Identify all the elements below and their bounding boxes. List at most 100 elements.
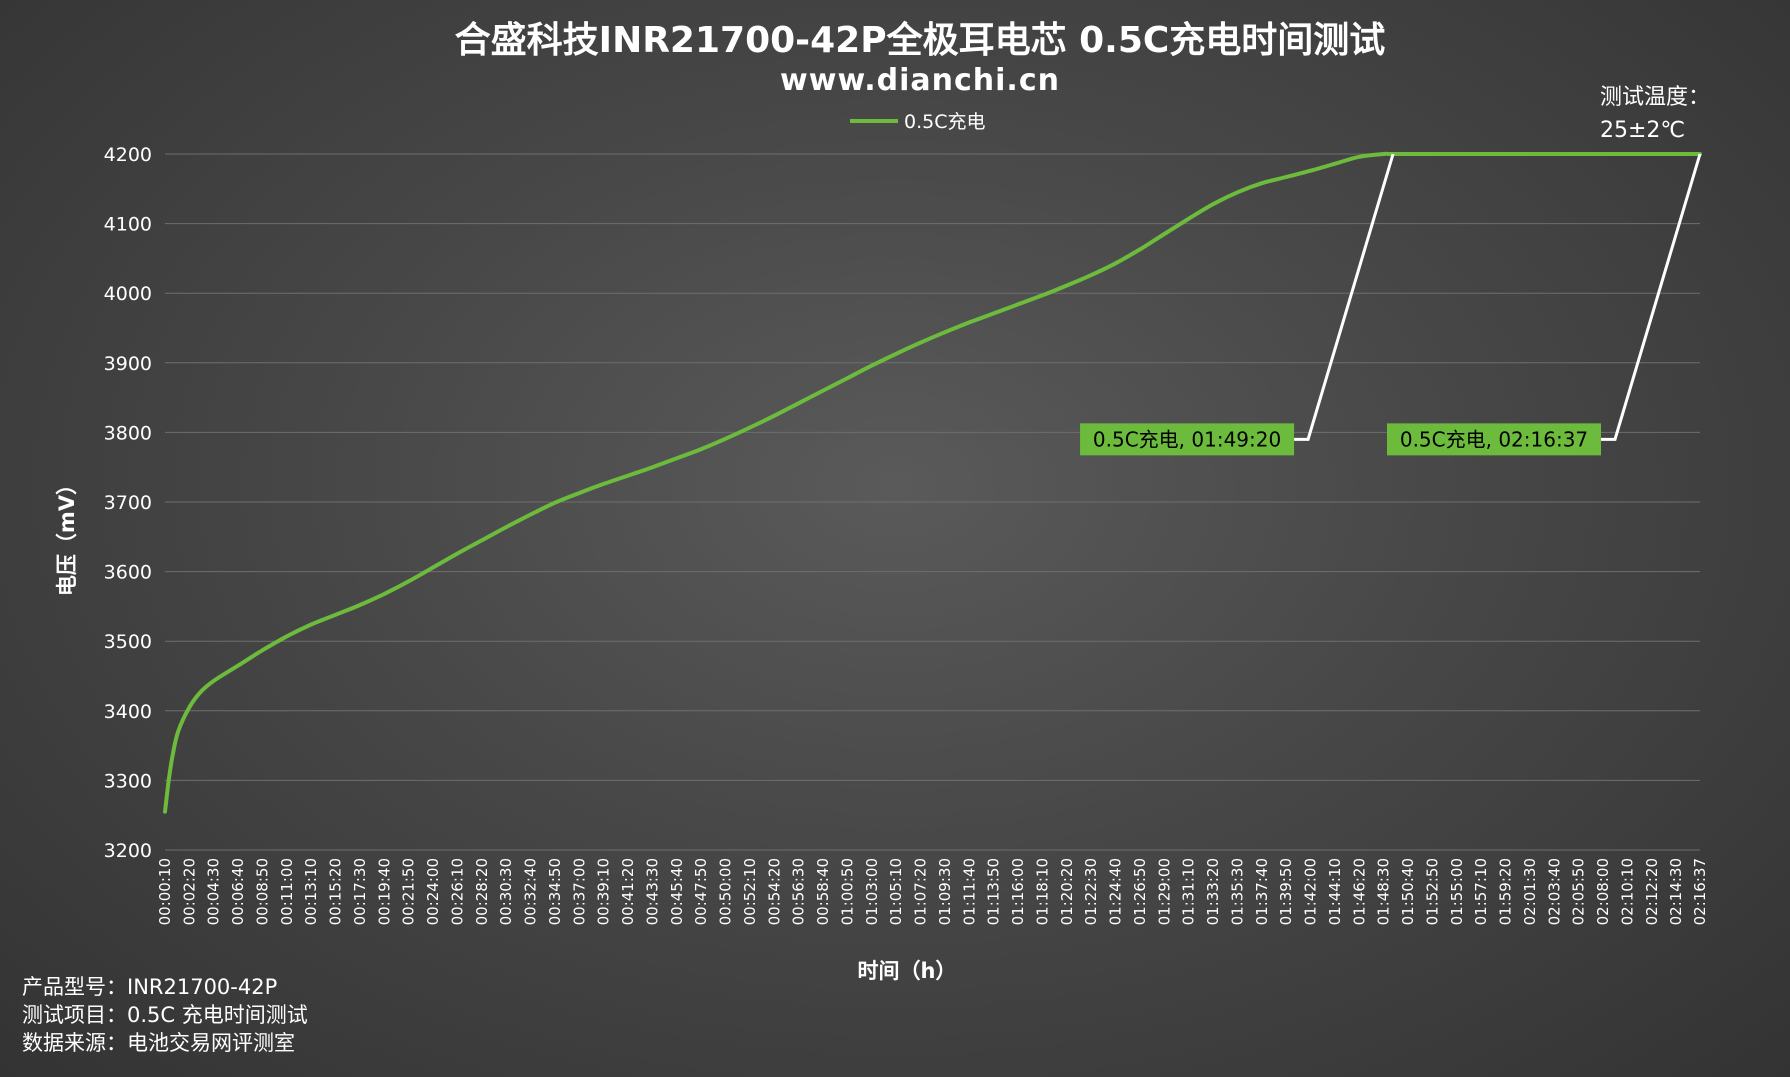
x-tick-label: 01:35:30	[1228, 858, 1246, 925]
y-tick-label: 3300	[104, 770, 152, 792]
annotation-box	[1387, 423, 1601, 456]
x-tick-label: 01:24:40	[1107, 858, 1125, 925]
footer-test-item: 测试项目：0.5C 充电时间测试	[22, 1003, 308, 1027]
x-tick-label: 00:11:00	[278, 858, 296, 925]
x-tick-label: 00:15:20	[327, 858, 345, 925]
x-tick-label: 02:16:37	[1691, 858, 1709, 925]
x-tick-label: 01:20:20	[1058, 858, 1076, 925]
annotation-box	[1080, 423, 1295, 456]
x-tick-label: 01:26:50	[1131, 858, 1149, 925]
x-tick-label: 00:04:30	[205, 858, 223, 925]
x-tick-label: 00:47:50	[692, 858, 710, 925]
x-tick-label: 01:39:50	[1277, 858, 1295, 925]
footer-info: 产品型号：INR21700-42P 测试项目：0.5C 充电时间测试 数据来源：…	[22, 973, 308, 1057]
y-tick-label: 4200	[104, 144, 152, 166]
chart-subtitle: www.dianchi.cn	[780, 63, 1060, 98]
x-tick-label: 01:52:50	[1423, 858, 1441, 925]
annotations-layer: 0.5C充电, 01:49:20 0.5C充电, 02:16:37	[1080, 153, 1702, 456]
x-tick-label: 01:22:30	[1082, 858, 1100, 925]
annotation-label: 0.5C充电, 02:16:37	[1400, 427, 1588, 451]
series-line	[163, 151, 1702, 814]
x-tick-label: 00:21:50	[400, 858, 418, 925]
x-tick-label: 00:30:30	[497, 858, 515, 925]
x-tick-label: 01:59:20	[1497, 858, 1515, 925]
chart-title: 合盛科技INR21700-42P全极耳电芯 0.5C充电时间测试	[455, 19, 1386, 61]
x-tick-label: 01:46:20	[1350, 858, 1368, 925]
x-tick-label: 01:11:40	[960, 858, 978, 925]
x-tick-label: 00:54:20	[765, 858, 783, 925]
series-layer	[163, 151, 1702, 814]
x-tick-label: 01:09:30	[936, 858, 954, 925]
y-tick-label: 3400	[104, 701, 152, 723]
x-tick-label: 01:48:30	[1375, 858, 1393, 925]
x-tick-label: 01:00:50	[838, 858, 856, 925]
y-axis-ticks: 3200 3300 3400 3500 3600 3700 3800 3900 4000 4100…	[104, 144, 152, 862]
x-tick-label: 02:10:10	[1618, 858, 1636, 925]
legend-label: 0.5C充电	[904, 111, 985, 133]
x-axis-ticks: 00:00:10 00:02:20 00:04:30 00:06:40 00:08:50…	[156, 858, 1709, 925]
y-tick-label: 3500	[104, 631, 152, 653]
y-tick-label: 3600	[104, 562, 152, 584]
y-tick-label: 4100	[104, 214, 152, 236]
y-tick-label: 3900	[104, 353, 152, 375]
x-tick-label: 00:06:40	[229, 858, 247, 925]
footer-source: 数据来源：电池交易网评测室	[22, 1031, 295, 1055]
x-tick-label: 01:55:00	[1448, 858, 1466, 925]
x-tick-label: 00:43:30	[643, 858, 661, 925]
x-tick-label: 01:50:40	[1399, 858, 1417, 925]
note-line-1: 测试温度：	[1600, 85, 1710, 110]
y-tick-label: 3800	[104, 422, 152, 444]
x-tick-label: 00:17:30	[351, 858, 369, 925]
x-tick-label: 02:08:00	[1594, 858, 1612, 925]
x-tick-label: 01:37:40	[1253, 858, 1271, 925]
x-tick-label: 00:45:40	[668, 858, 686, 925]
x-tick-label: 00:37:00	[570, 858, 588, 925]
x-tick-label: 00:32:40	[522, 858, 540, 925]
x-tick-label: 01:16:00	[1009, 858, 1027, 925]
x-tick-label: 01:05:10	[887, 858, 905, 925]
annotation-label: 0.5C充电, 01:49:20	[1093, 427, 1281, 451]
y-tick-label: 4000	[104, 283, 152, 305]
note-line-2: 25±2℃	[1600, 118, 1685, 143]
x-tick-label: 00:00:10	[156, 858, 174, 925]
x-tick-label: 02:01:30	[1521, 858, 1539, 925]
x-tick-label: 00:08:50	[253, 858, 271, 925]
x-tick-label: 00:34:50	[546, 858, 564, 925]
x-tick-label: 02:05:50	[1570, 858, 1588, 925]
x-tick-label: 00:24:00	[424, 858, 442, 925]
x-tick-label: 00:26:10	[448, 858, 466, 925]
footer-product: 产品型号：INR21700-42P	[22, 975, 278, 999]
x-tick-label: 00:52:10	[741, 858, 759, 925]
y-tick-label: 3700	[104, 492, 152, 514]
x-tick-label: 02:14:30	[1667, 858, 1685, 925]
x-tick-label: 01:44:10	[1326, 858, 1344, 925]
y-axis-label: 电压（mV）	[55, 474, 79, 596]
x-tick-label: 00:19:40	[375, 858, 393, 925]
x-axis-label: 时间（h）	[858, 959, 957, 983]
annotation-leader	[1601, 153, 1702, 441]
x-tick-label: 00:50:00	[717, 858, 735, 925]
x-tick-label: 00:02:20	[180, 858, 198, 925]
x-tick-label: 02:12:20	[1643, 858, 1661, 925]
y-tick-label: 3200	[104, 840, 152, 862]
x-tick-label: 01:18:10	[1033, 858, 1051, 925]
x-tick-label: 01:07:20	[912, 858, 930, 925]
grid-lines	[165, 153, 1700, 851]
annotation-leader	[1294, 153, 1395, 441]
x-tick-label: 00:58:40	[814, 858, 832, 925]
x-tick-label: 01:33:20	[1204, 858, 1222, 925]
x-tick-label: 01:03:00	[863, 858, 881, 925]
x-tick-label: 01:42:00	[1302, 858, 1320, 925]
x-tick-label: 01:29:00	[1155, 858, 1173, 925]
x-tick-label: 00:56:30	[790, 858, 808, 925]
x-tick-label: 01:31:10	[1180, 858, 1198, 925]
x-tick-label: 00:13:10	[302, 858, 320, 925]
legend: 0.5C充电	[850, 111, 985, 133]
x-tick-label: 01:57:10	[1472, 858, 1490, 925]
x-tick-label: 00:41:20	[619, 858, 637, 925]
x-tick-label: 02:03:40	[1545, 858, 1563, 925]
x-tick-label: 00:28:20	[473, 858, 491, 925]
x-tick-label: 00:39:10	[595, 858, 613, 925]
temperature-note: 测试温度： 25±2℃	[1600, 85, 1710, 143]
